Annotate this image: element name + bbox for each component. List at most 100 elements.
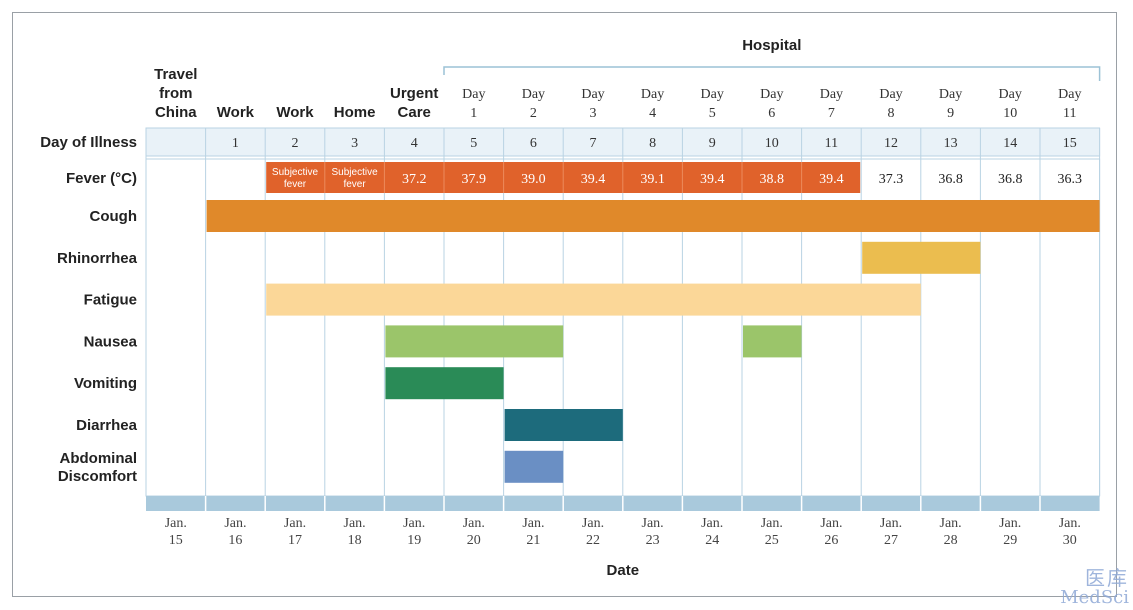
day-of-illness-number: 8 [649,136,656,151]
column-header: Day [462,87,485,102]
column-header: 5 [709,106,716,121]
day-of-illness-number: 15 [1063,136,1077,151]
date-label: Jan. [761,516,783,531]
date-label: 28 [944,533,958,548]
fever-value: 37.9 [462,172,487,187]
chart-frame: Day of Illness 1 2 3 4 5 6 7 8 9 10 11 12 13 14 15 Fever… [12,12,1117,597]
date-label: Jan. [522,516,544,531]
column-header: Work [217,104,255,121]
date-label: Jan. [463,516,485,531]
date-label: 18 [348,533,362,548]
fever-value: 38.8 [760,172,785,187]
diarrhea-label: Diarrhea [76,417,138,434]
column-header: from [159,85,192,102]
column-header: 8 [888,106,895,121]
day-of-illness-number: 5 [470,136,477,151]
date-label: 16 [228,533,242,548]
day-of-illness-number: 12 [884,136,898,151]
column-header: Day [581,87,604,102]
fever-label: Fever (°C) [66,170,137,187]
column-header: 9 [947,106,954,121]
cough-label: Cough [90,208,137,225]
day-of-illness-number: 3 [351,136,358,151]
day-of-illness-number: 13 [944,136,958,151]
abdominal-discomfort-label: Discomfort [58,468,137,485]
date-label: Jan. [284,516,306,531]
date-label: Jan. [165,516,187,531]
day-of-illness-number: 2 [292,136,299,151]
rhinorrhea-bar [862,241,981,274]
column-header: Day [760,87,783,102]
column-header: 4 [649,106,656,121]
day-of-illness-number: 9 [709,136,716,151]
fever-value: 39.4 [819,172,844,187]
fever-value: 39.1 [640,172,665,187]
date-label: Jan. [1059,516,1081,531]
day-of-illness-number: 10 [765,136,779,151]
abdominal-discomfort-bar [504,450,564,483]
cough-bar [206,200,1100,232]
column-header: 1 [470,106,477,121]
column-header: Home [334,104,376,121]
fever-value: 36.3 [1058,172,1083,187]
date-label: Jan. [999,516,1021,531]
date-label: 26 [824,533,838,548]
column-header: Day [701,87,724,102]
fever-value: 36.8 [938,172,963,187]
date-label: 24 [705,533,719,548]
fever-value: 37.3 [879,172,904,187]
column-header: Day [939,87,962,102]
day-of-illness-number: 1 [232,136,239,151]
hospital-label: Hospital [742,37,801,54]
date-label: Jan. [224,516,246,531]
watermark-bottom: MedSci [1060,587,1129,608]
date-label: 25 [765,533,779,548]
day-of-illness-number: 11 [825,136,838,151]
fever-value: Subjective [272,167,319,178]
abdominal-discomfort-label: Abdominal [60,450,138,467]
watermark-top: 医库 [1085,566,1129,590]
date-label: 21 [526,533,540,548]
column-header: Urgent [390,85,438,102]
fever-value: fever [343,179,366,190]
vomiting-label: Vomiting [74,375,137,392]
column-header: China [155,104,197,121]
symptom-timeline-chart: Day of Illness 1 2 3 4 5 6 7 8 9 10 11 12 13 14 15Fever… [40,37,1101,579]
column-header: Day [641,87,664,102]
fever-value: 37.2 [402,172,427,187]
date-label: Jan. [940,516,962,531]
fatigue-bar [266,283,921,316]
fever-value: 36.8 [998,172,1023,187]
column-header: 3 [590,106,597,121]
date-label: 27 [884,533,898,548]
day-of-illness-number: 4 [411,136,418,151]
fatigue-label: Fatigue [84,292,137,309]
date-label: 23 [646,533,660,548]
date-label: 29 [1003,533,1017,548]
fever-value: 39.4 [700,172,725,187]
fever-value: Subjective [332,167,379,178]
column-header: Day [820,87,843,102]
column-header: Travel [154,66,197,83]
day-of-illness-number: 6 [530,136,537,151]
day-of-illness-number: 14 [1003,136,1017,151]
column-header: 10 [1003,106,1017,121]
nausea-label: Nausea [84,333,138,350]
column-header: Care [398,104,431,121]
day-of-illness-label: Day of Illness [40,134,137,151]
column-header: 11 [1063,106,1076,121]
diarrhea-bar [504,409,623,441]
date-label: Jan. [344,516,366,531]
nausea-bar [743,325,802,358]
column-header: 2 [530,106,537,121]
date-label: Jan. [642,516,664,531]
fever-value: fever [284,179,307,190]
column-header: Work [276,104,314,121]
date-label: 30 [1063,533,1077,548]
date-label: Jan. [820,516,842,531]
vomiting-bar [385,367,504,400]
date-label: 17 [288,533,302,548]
column-header: Day [1058,87,1081,102]
column-header: 6 [768,106,775,121]
x-axis-title: Date [607,562,640,579]
